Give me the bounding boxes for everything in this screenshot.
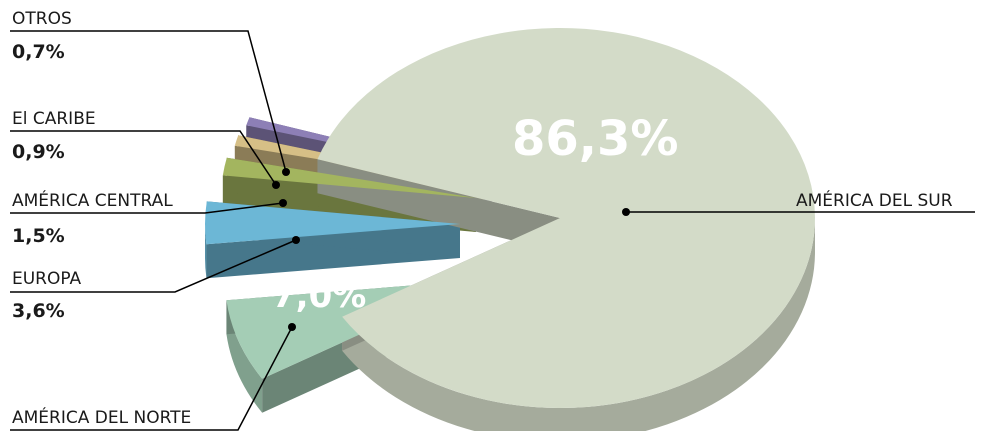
label-name-america-del-norte: AMÉRICA DEL NORTE — [12, 406, 191, 428]
slice-side-america-del-norte — [226, 300, 263, 413]
leader-dot-europa — [292, 236, 300, 244]
slice-side-europa — [205, 224, 207, 279]
leader-dot-america-del-sur — [622, 208, 630, 216]
leader-dots — [272, 168, 630, 331]
leader-dot-el-caribe — [272, 181, 280, 189]
leader-line-otros — [10, 30, 287, 173]
label-value-america-central: 1,5% — [12, 225, 65, 247]
leader-line-america-del-norte — [10, 326, 293, 431]
label-name-america-del-sur: AMÉRICA DEL SUR — [796, 189, 953, 211]
label-name-america-central: AMÉRICA CENTRAL — [12, 189, 173, 211]
leader-dot-otros — [282, 168, 290, 176]
slice-tops — [204, 28, 815, 409]
slice-europa — [204, 201, 460, 245]
leader-line-el-caribe — [10, 130, 277, 186]
leader-dot-america-central — [279, 199, 287, 207]
label-value-el-caribe: 0,9% — [12, 141, 65, 163]
label-name-europa: EUROPA — [12, 269, 82, 289]
label-value-europa: 3,6% — [12, 300, 65, 322]
leader-dot-america-del-norte — [288, 323, 296, 331]
label-name-el-caribe: El CARIBE — [12, 109, 96, 129]
slice-value-america-del-sur: 86,3% — [512, 111, 679, 167]
label-value-otros: 0,7% — [12, 41, 65, 63]
slice-america-central — [222, 157, 476, 198]
slice-value-america-del-norte: 7,0% — [272, 276, 366, 316]
leader-lines — [10, 30, 975, 431]
slice-america-del-sur — [317, 28, 815, 409]
label-name-otros: OTROS — [12, 9, 72, 29]
leader-line-america-central — [10, 202, 284, 214]
leader-line-europa — [10, 239, 297, 293]
